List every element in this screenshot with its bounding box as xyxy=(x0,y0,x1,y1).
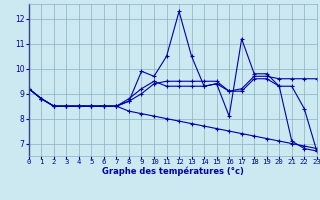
X-axis label: Graphe des températures (°c): Graphe des températures (°c) xyxy=(102,166,244,176)
